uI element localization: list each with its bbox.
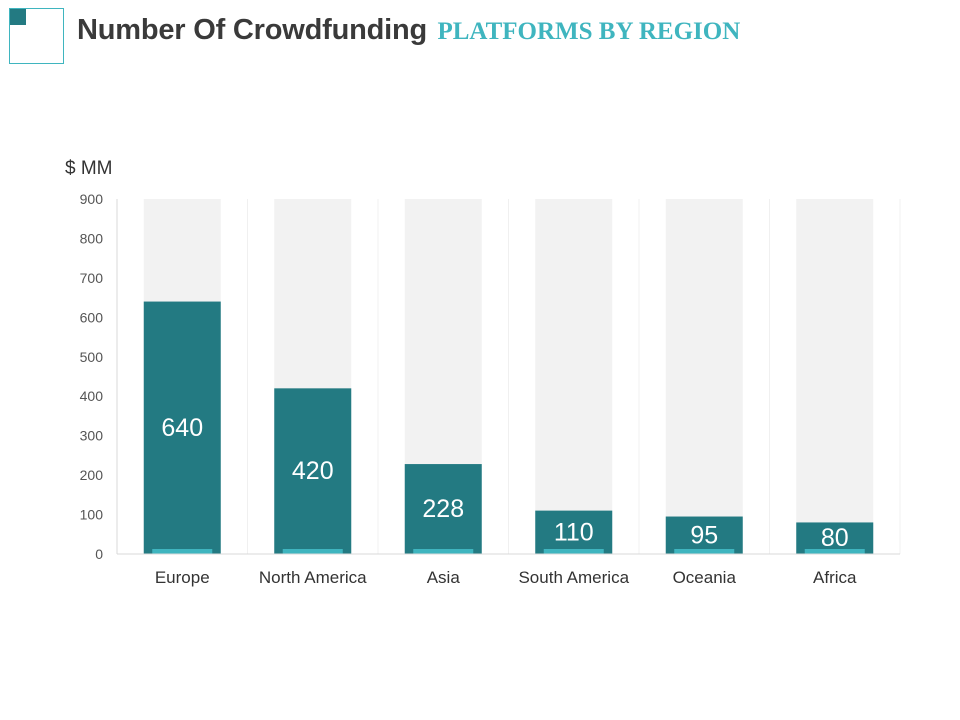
x-tick-label: Asia (427, 568, 461, 587)
bar (404, 464, 482, 554)
title-main: Number Of Crowdfunding (77, 14, 428, 46)
bar (665, 516, 743, 554)
data-label: 95 (690, 521, 718, 549)
x-tick-label: Oceania (673, 568, 737, 587)
bar (796, 522, 874, 554)
y-tick-label: 900 (80, 191, 104, 207)
y-axis-label: $ MM (65, 158, 113, 179)
y-tick-label: 0 (95, 546, 103, 562)
bar-background (665, 199, 743, 554)
x-tick-label: Africa (813, 568, 857, 587)
data-label: 228 (422, 495, 464, 523)
y-tick-label: 500 (80, 349, 104, 365)
y-tick-label: 100 (80, 507, 104, 523)
y-tick-label: 400 (80, 388, 104, 404)
bar-base-accent (413, 549, 474, 554)
bar-base-accent (152, 549, 213, 554)
y-tick-label: 600 (80, 309, 104, 325)
bar-base-accent (282, 549, 343, 554)
bar (143, 301, 221, 554)
x-tick-label: Europe (155, 568, 210, 587)
bar (274, 388, 352, 554)
corner-decoration (9, 8, 64, 64)
bar-background (535, 199, 613, 554)
page-title: Number Of Crowdfunding PLATFORMS BY REGI… (77, 14, 740, 47)
data-label: 420 (292, 457, 334, 485)
bar-base-accent (804, 549, 865, 554)
data-label: 80 (821, 524, 849, 552)
data-label: 640 (161, 414, 203, 442)
bar-background (796, 199, 874, 554)
y-tick-label: 800 (80, 230, 104, 246)
title-sub: PLATFORMS BY REGION (437, 18, 741, 45)
bar-base-accent (674, 549, 735, 554)
data-label: 110 (554, 518, 594, 546)
x-tick-label: North America (259, 568, 367, 587)
y-tick-label: 300 (80, 428, 104, 444)
bar (535, 510, 613, 554)
y-tick-label: 200 (80, 467, 104, 483)
x-tick-label: South America (518, 568, 629, 587)
corner-accent-square (10, 9, 26, 25)
y-tick-label: 700 (80, 270, 104, 286)
bar-base-accent (543, 549, 604, 554)
